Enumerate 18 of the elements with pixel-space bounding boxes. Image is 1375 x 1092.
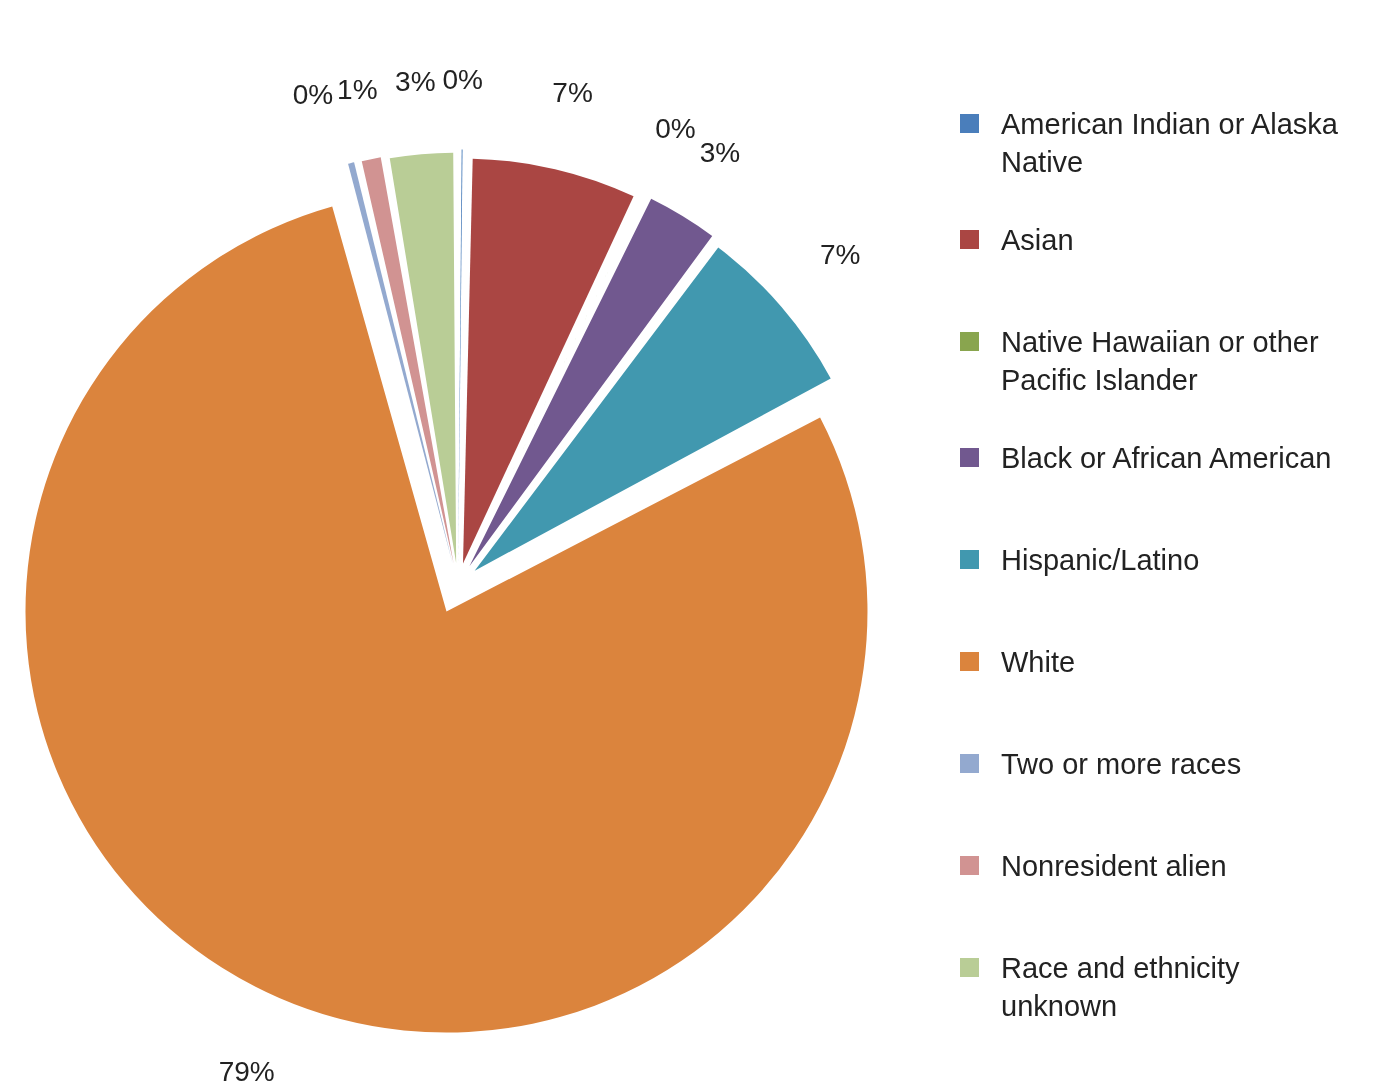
legend-label: Race and ethnicity unknown: [1001, 951, 1241, 1024]
data-label: 7%: [552, 76, 593, 108]
legend-label: Asian: [1001, 223, 1074, 258]
data-label: 3%: [699, 137, 741, 169]
legend-label: Black or African American: [1001, 441, 1332, 476]
data-label: 0%: [655, 113, 696, 145]
data-label: 0%: [442, 63, 483, 95]
data-label: 79%: [218, 1055, 275, 1087]
data-label: 7%: [819, 239, 861, 271]
legend-label: White: [1001, 645, 1076, 680]
legend-label: Hispanic/Latino: [1001, 543, 1200, 578]
legend-label: Native Hawaiian or other Pacific Islander: [1001, 325, 1320, 398]
legend-label: American Indian or Alaska Native: [1001, 107, 1339, 180]
legend-label: Two or more races: [1001, 747, 1242, 782]
legend-label: Nonresident alien: [1001, 849, 1227, 884]
data-label: 0%: [292, 79, 334, 111]
data-label: 1%: [337, 73, 378, 105]
data-label: 3%: [395, 65, 436, 97]
